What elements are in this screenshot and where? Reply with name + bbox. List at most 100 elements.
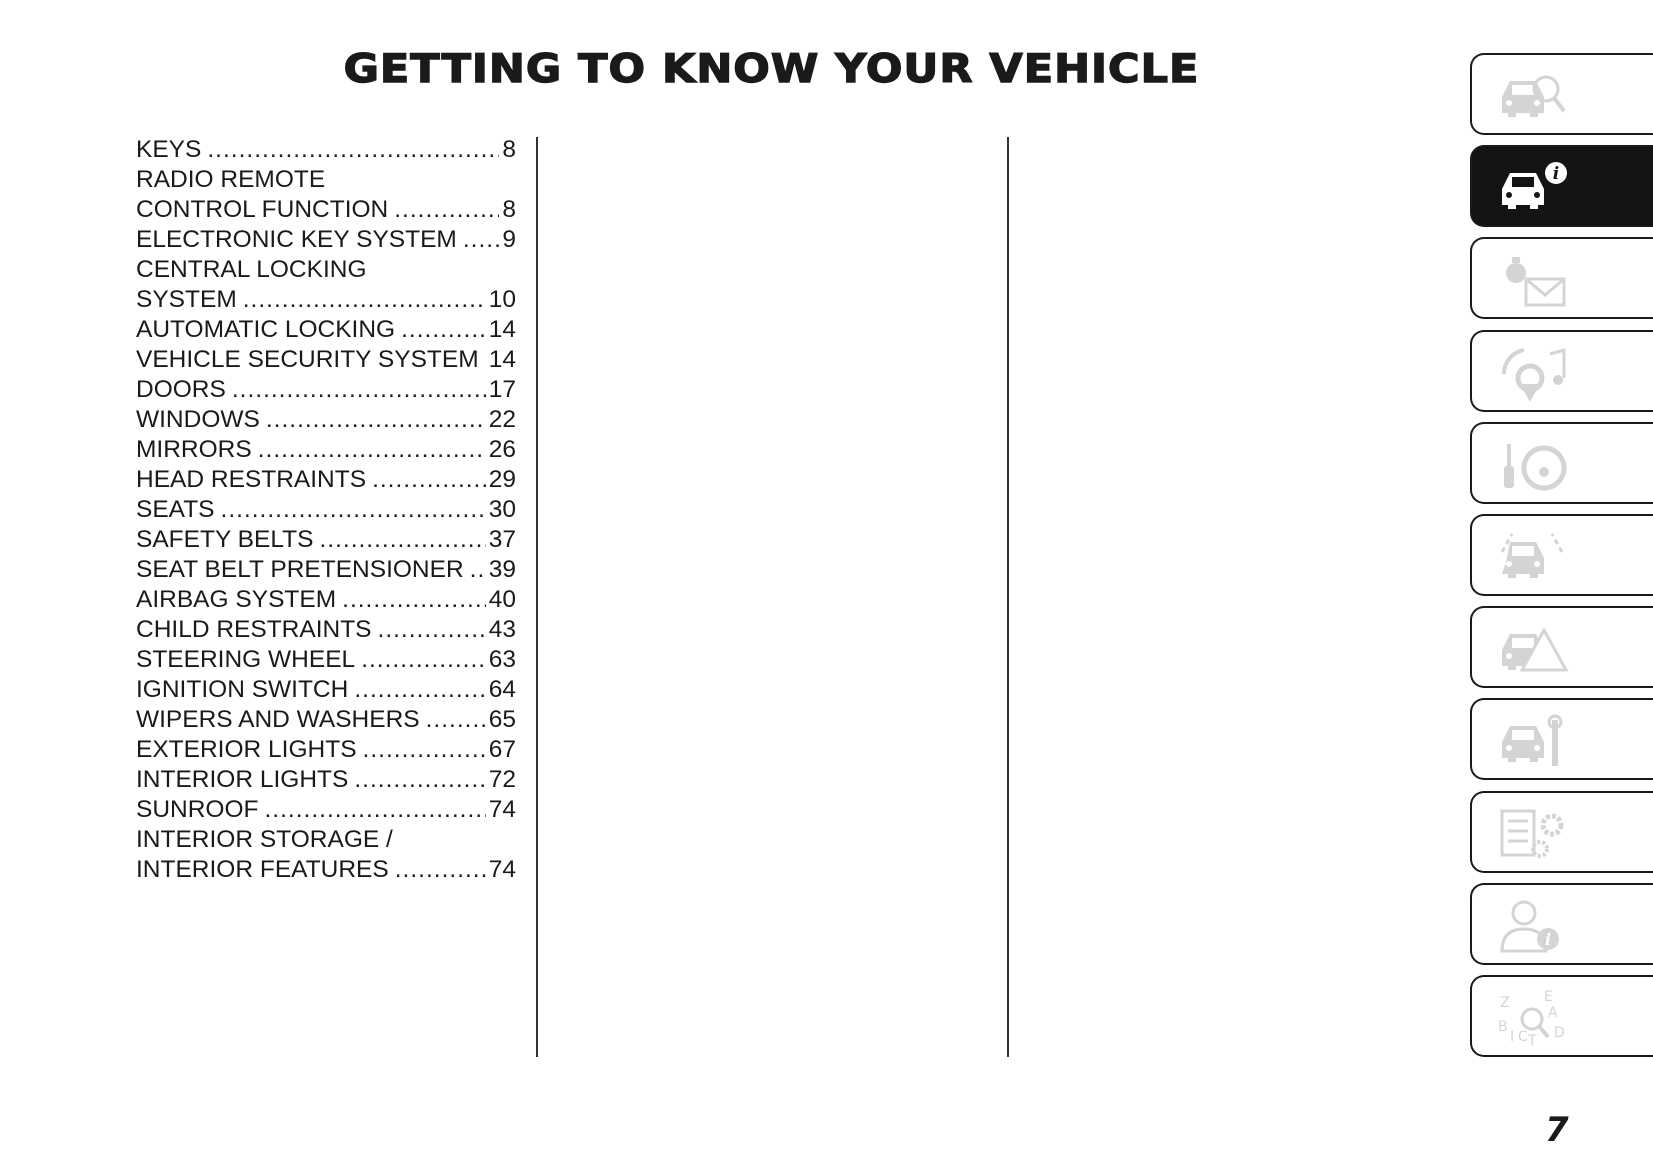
- toc-entry[interactable]: CONTROL FUNCTION 8: [136, 195, 516, 225]
- toc-entry[interactable]: AIRBAG SYSTEM 40: [136, 585, 516, 615]
- toc-entry[interactable]: CENTRAL LOCKING: [136, 255, 516, 285]
- toc-entry[interactable]: EXTERIOR LIGHTS 67: [136, 735, 516, 765]
- toc-entry-label: CHILD RESTRAINTS: [136, 616, 372, 643]
- toc-entry-page: 74: [488, 796, 516, 823]
- toc-entry[interactable]: AUTOMATIC LOCKING 14: [136, 315, 516, 345]
- svg-text:i: i: [1553, 164, 1559, 184]
- person-info-icon: i: [1500, 900, 1559, 953]
- page-title: GETTING TO KNOW YOUR VEHICLE: [343, 45, 1200, 92]
- toc-entry[interactable]: KEYS 8: [136, 135, 516, 165]
- toc-entry-label: CENTRAL LOCKING: [136, 256, 367, 283]
- dot-leader: [395, 855, 486, 885]
- chapter-tab[interactable]: i: [1470, 882, 1653, 965]
- toc-entry[interactable]: SUNROOF 74: [136, 795, 516, 825]
- svg-text:E: E: [1544, 989, 1553, 1005]
- car-lane-assist-icon: [1500, 533, 1564, 578]
- specifications-gear-icon: [1500, 809, 1564, 858]
- dot-leader: [221, 495, 486, 525]
- toc-entry-page: 63: [488, 646, 516, 673]
- chapter-tab[interactable]: [1470, 421, 1653, 504]
- toc-entry-page: 39: [488, 556, 516, 583]
- toc-entry-label: ELECTRONIC KEY SYSTEM: [136, 226, 457, 253]
- toc-entry[interactable]: STEERING WHEEL 63: [136, 645, 516, 675]
- toc-entry-page: 8: [502, 196, 516, 223]
- toc-entry[interactable]: INTERIOR STORAGE /: [136, 825, 516, 855]
- dot-leader: [265, 795, 486, 825]
- toc-entry-page: 40: [488, 586, 516, 613]
- toc-entry[interactable]: ELECTRONIC KEY SYSTEM 9: [136, 225, 516, 255]
- alphabetical-index-icon: Z EA BI C T D: [1498, 989, 1565, 1047]
- toc-entry[interactable]: INTERIOR FEATURES 74: [136, 855, 516, 885]
- toc-entry[interactable]: WIPERS AND WASHERS 65: [136, 705, 516, 735]
- toc-entry-label: MIRRORS: [136, 436, 252, 463]
- dot-leader: [394, 195, 499, 225]
- dot-leader: [463, 225, 500, 255]
- car-search-icon: [1502, 75, 1566, 117]
- chapter-tab[interactable]: [1470, 329, 1653, 412]
- toc-entry[interactable]: SEAT BELT PRETENSIONER 39: [136, 555, 516, 585]
- car-emergency-warning-icon: [1502, 627, 1569, 672]
- toc-entry-label: INTERIOR FEATURES: [136, 856, 389, 883]
- toc-entry-label: WIPERS AND WASHERS: [136, 706, 420, 733]
- dot-leader: [378, 615, 486, 645]
- key-steering-wheel-icon: [1504, 443, 1567, 491]
- dot-leader: [342, 585, 486, 615]
- toc-entry-page: 17: [488, 376, 516, 403]
- dot-leader: [363, 735, 486, 765]
- chapter-tab[interactable]: i: [1470, 145, 1653, 228]
- chapter-tab[interactable]: [1470, 698, 1653, 781]
- toc-entry-label: SUNROOF: [136, 796, 259, 823]
- toc-entry[interactable]: RADIO REMOTE: [136, 165, 516, 195]
- toc-entry-page: 14: [488, 346, 516, 373]
- dot-leader: [354, 765, 485, 795]
- chapter-tab[interactable]: [1470, 53, 1653, 135]
- toc-entry-label: IGNITION SWITCH: [136, 676, 349, 703]
- toc-entry-page: 74: [488, 856, 516, 883]
- car-maintenance-wrench-icon: [1502, 714, 1563, 767]
- svg-text:i: i: [1545, 930, 1551, 949]
- toc-entry[interactable]: CHILD RESTRAINTS 43: [136, 615, 516, 645]
- svg-text:D: D: [1554, 1025, 1565, 1041]
- dot-leader: [266, 405, 486, 435]
- dot-leader: [470, 555, 486, 585]
- toc-entry-label: INTERIOR STORAGE /: [136, 826, 393, 853]
- radio-navigation-music-icon: [1501, 347, 1566, 402]
- toc-entry-page: 22: [488, 406, 516, 433]
- dot-leader: [207, 135, 499, 165]
- dot-leader: [354, 675, 485, 705]
- toc-entry-label: INTERIOR LIGHTS: [136, 766, 349, 793]
- toc-entry-page: 9: [502, 226, 516, 253]
- toc-entry[interactable]: VEHICLE SECURITY SYSTEM 14: [136, 345, 516, 375]
- toc-entry-label: VEHICLE SECURITY SYSTEM: [136, 346, 479, 373]
- toc-entry[interactable]: INTERIOR LIGHTS 72: [136, 765, 516, 795]
- car-info-icon: i: [1502, 162, 1567, 210]
- toc-entry[interactable]: IGNITION SWITCH 64: [136, 675, 516, 705]
- toc-entry[interactable]: HEAD RESTRAINTS 29: [136, 465, 516, 495]
- toc-entry[interactable]: SAFETY BELTS 37: [136, 525, 516, 555]
- toc-entry[interactable]: DOORS 17: [136, 375, 516, 405]
- toc-entry-label: CONTROL FUNCTION: [136, 196, 389, 223]
- toc-entry[interactable]: SYSTEM 10: [136, 285, 516, 315]
- svg-text:T: T: [1527, 1033, 1537, 1047]
- svg-text:B: B: [1498, 1019, 1508, 1035]
- dot-leader: [361, 645, 486, 675]
- chapter-tab[interactable]: [1470, 790, 1653, 873]
- toc-entry[interactable]: SEATS 30: [136, 495, 516, 525]
- toc-entry[interactable]: MIRRORS 26: [136, 435, 516, 465]
- chapter-tab[interactable]: [1470, 514, 1653, 596]
- chapter-tab[interactable]: [1470, 237, 1653, 320]
- toc-entry[interactable]: WINDOWS 22: [136, 405, 516, 435]
- chapter-tab[interactable]: [1470, 606, 1653, 689]
- dot-leader: [485, 345, 486, 375]
- dot-leader: [372, 465, 486, 495]
- toc-entry-page: 10: [488, 286, 516, 313]
- toc-entry-label: HEAD RESTRAINTS: [136, 466, 367, 493]
- toc-entry-page: 37: [488, 526, 516, 553]
- dot-leader: [401, 315, 486, 345]
- toc-entry-page: 29: [488, 466, 516, 493]
- toc-entry-page: 72: [488, 766, 516, 793]
- toc-entry-page: 30: [488, 496, 516, 523]
- toc-entry-label: SYSTEM: [136, 286, 237, 313]
